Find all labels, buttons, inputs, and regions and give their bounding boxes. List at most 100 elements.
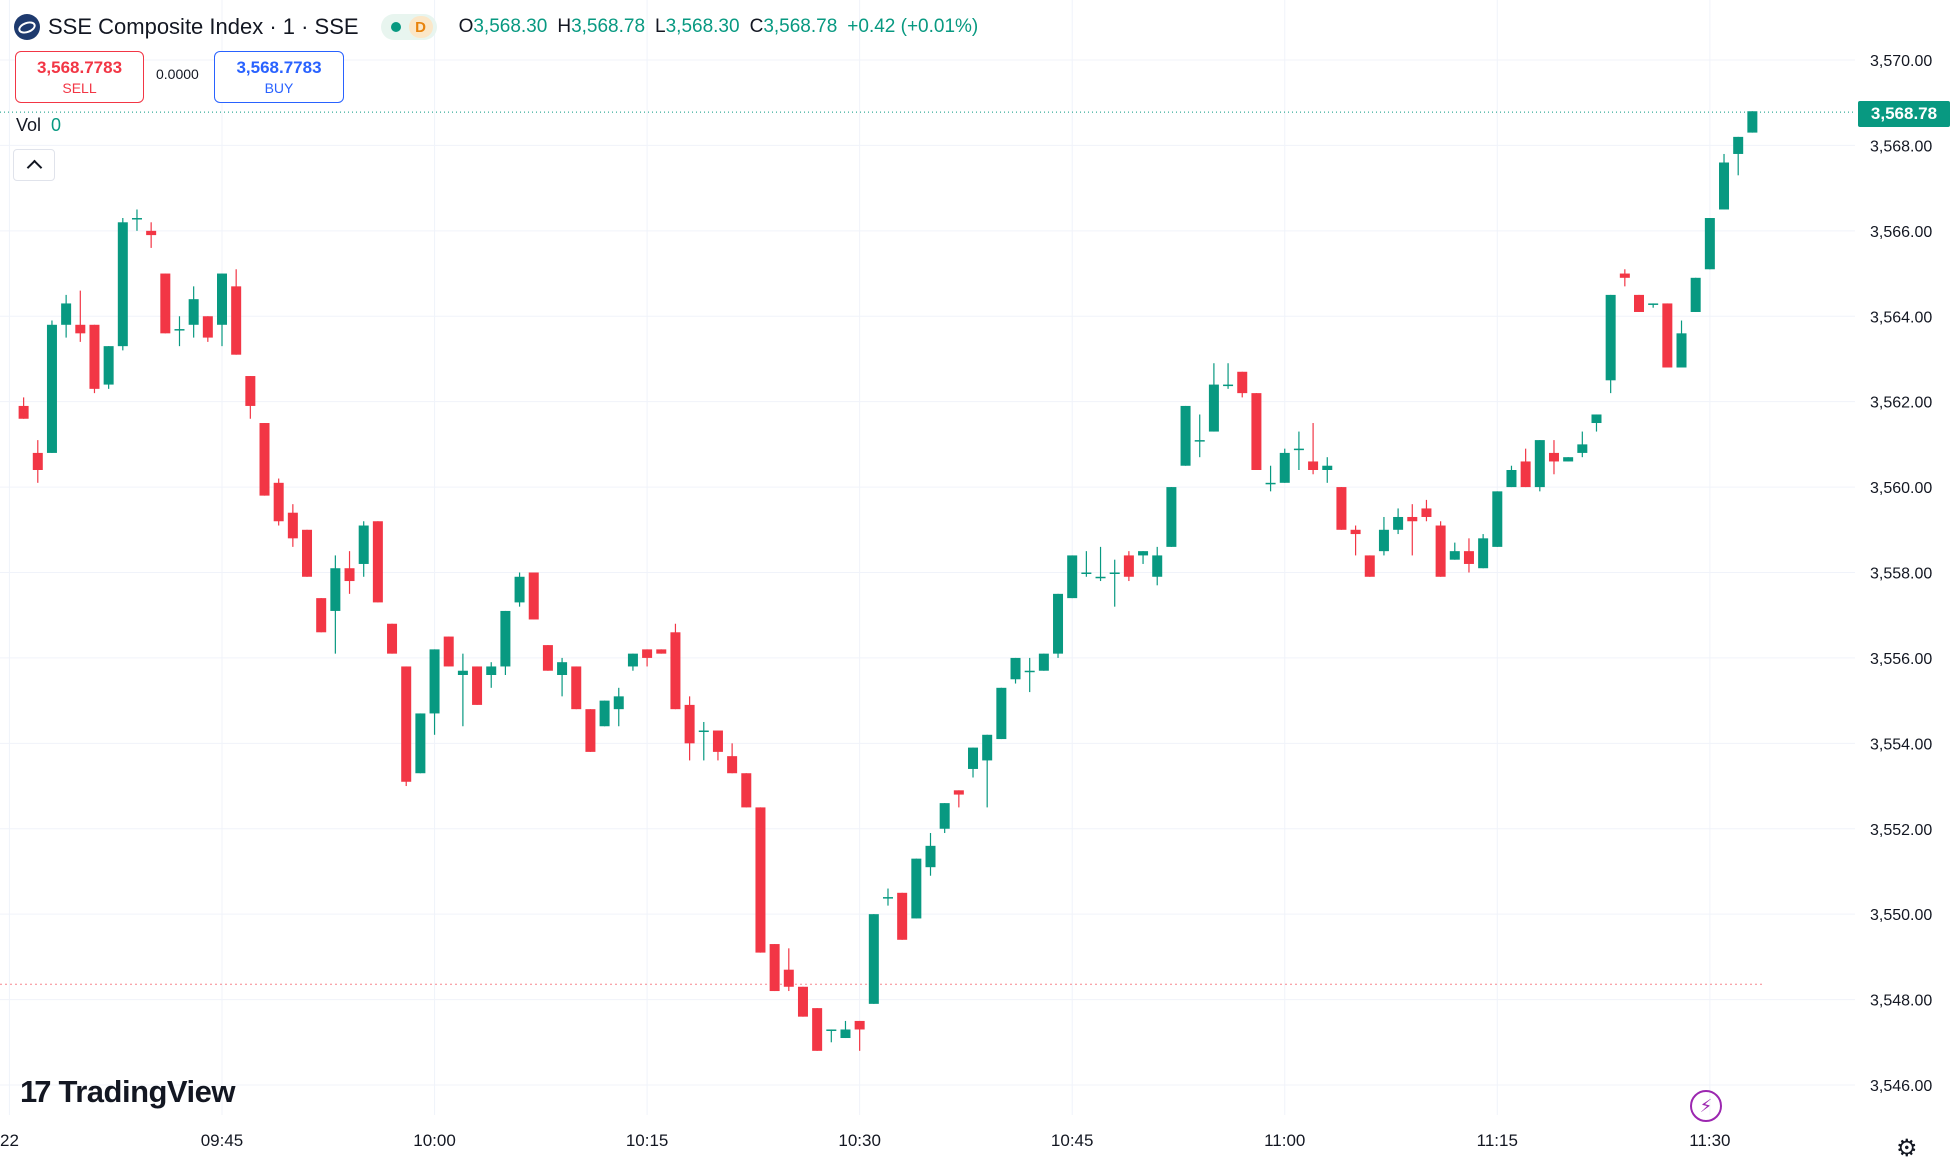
candle[interactable]	[1548, 440, 1559, 475]
candle[interactable]	[443, 636, 454, 667]
candle[interactable]	[642, 649, 653, 667]
candle[interactable]	[429, 649, 440, 735]
candle[interactable]	[868, 914, 879, 1004]
candle[interactable]	[287, 504, 298, 547]
candle[interactable]	[103, 346, 114, 389]
candle[interactable]	[415, 713, 426, 774]
candle[interactable]	[32, 440, 43, 483]
candle[interactable]	[273, 478, 284, 526]
candle[interactable]	[1704, 218, 1715, 270]
candle[interactable]	[797, 986, 808, 1017]
candle[interactable]	[46, 320, 57, 453]
candle[interactable]	[231, 269, 242, 355]
candle[interactable]	[557, 657, 568, 697]
candle[interactable]	[1605, 294, 1616, 394]
candle[interactable]	[1747, 111, 1758, 133]
candle[interactable]	[741, 773, 752, 808]
candle[interactable]	[542, 645, 553, 671]
market-status[interactable]: D	[380, 14, 437, 40]
price-axis[interactable]: 3,546.00 3,548.00 3,550.00 3,552.00 3,554.00…	[1870, 53, 1932, 1095]
candle[interactable]	[344, 551, 355, 594]
symbol-title[interactable]: SSE Composite Index · 1 · SSE	[48, 14, 359, 39]
candle[interactable]	[826, 1029, 837, 1043]
candle[interactable]	[387, 623, 398, 654]
candle[interactable]	[1180, 405, 1191, 466]
candle[interactable]	[1223, 363, 1234, 389]
candle[interactable]	[1010, 657, 1021, 684]
candle[interactable]	[712, 730, 723, 761]
candle[interactable]	[1591, 414, 1602, 432]
candle[interactable]	[316, 598, 327, 633]
candle[interactable]	[486, 662, 497, 688]
candle[interactable]	[117, 218, 128, 351]
buy-button[interactable]: 3,568.7783 BUY	[214, 51, 344, 103]
gear-icon[interactable]: ⚙	[1896, 1135, 1918, 1162]
candle[interactable]	[670, 623, 681, 710]
candle[interactable]	[1237, 371, 1248, 398]
candle[interactable]	[1208, 363, 1219, 432]
candle[interactable]	[174, 316, 185, 347]
candle[interactable]	[840, 1020, 851, 1039]
candle[interactable]	[372, 521, 383, 603]
candle[interactable]	[1251, 393, 1262, 470]
candle[interactable]	[1166, 487, 1177, 547]
candle[interactable]	[1435, 521, 1446, 577]
candle[interactable]	[769, 944, 780, 992]
candle[interactable]	[1506, 465, 1517, 488]
candle[interactable]	[1308, 423, 1319, 475]
time-axis[interactable]: 22 09:45 10:00 10:15 10:30 10:45 11:00 11:15 11:…	[0, 1131, 1730, 1150]
candle[interactable]	[259, 423, 270, 496]
candle[interactable]	[1138, 551, 1149, 564]
candle[interactable]	[1095, 546, 1106, 582]
candle[interactable]	[500, 610, 511, 675]
candle[interactable]	[911, 858, 922, 919]
candle[interactable]	[202, 316, 213, 342]
candle[interactable]	[1719, 153, 1730, 210]
candle[interactable]	[1634, 294, 1644, 312]
candle[interactable]	[528, 572, 539, 620]
candle[interactable]	[18, 397, 29, 419]
candle[interactable]	[1194, 414, 1205, 458]
candle[interactable]	[514, 572, 525, 607]
candle[interactable]	[1492, 491, 1503, 547]
candle[interactable]	[727, 743, 738, 774]
candle[interactable]	[1350, 525, 1361, 556]
candle[interactable]	[1081, 551, 1092, 577]
candle[interactable]	[160, 273, 171, 334]
candle[interactable]	[854, 1020, 865, 1051]
candle[interactable]	[627, 653, 638, 671]
candle[interactable]	[585, 709, 596, 752]
candle[interactable]	[1534, 440, 1545, 492]
candle[interactable]	[698, 721, 709, 761]
candle[interactable]	[472, 666, 483, 705]
candle[interactable]	[996, 687, 1007, 740]
candle[interactable]	[330, 555, 341, 654]
candle[interactable]	[1038, 653, 1049, 671]
volume-legend[interactable]: Vol 0	[16, 115, 61, 136]
candle[interactable]	[89, 324, 100, 394]
candle[interactable]	[1449, 542, 1460, 560]
candle[interactable]	[1619, 269, 1630, 287]
candle[interactable]	[75, 290, 86, 342]
candle[interactable]	[1648, 303, 1659, 308]
candle[interactable]	[968, 747, 979, 778]
candle[interactable]	[939, 803, 950, 834]
candle[interactable]	[1364, 555, 1375, 577]
candle[interactable]	[1690, 277, 1701, 312]
candle[interactable]	[1577, 431, 1588, 458]
candle[interactable]	[656, 649, 667, 654]
candle[interactable]	[245, 376, 256, 419]
candle[interactable]	[1520, 448, 1531, 488]
candle[interactable]	[401, 666, 412, 787]
candle[interactable]	[755, 807, 766, 953]
candle[interactable]	[1463, 538, 1474, 573]
candle[interactable]	[1478, 534, 1489, 569]
candle[interactable]	[684, 696, 695, 761]
tradingview-logo[interactable]: 17 TradingView	[20, 1074, 236, 1110]
candle[interactable]	[982, 734, 993, 808]
candle[interactable]	[302, 529, 313, 577]
candle[interactable]	[1733, 136, 1744, 176]
candle[interactable]	[131, 209, 142, 231]
candle[interactable]	[1123, 551, 1134, 582]
candle[interactable]	[1279, 448, 1290, 483]
